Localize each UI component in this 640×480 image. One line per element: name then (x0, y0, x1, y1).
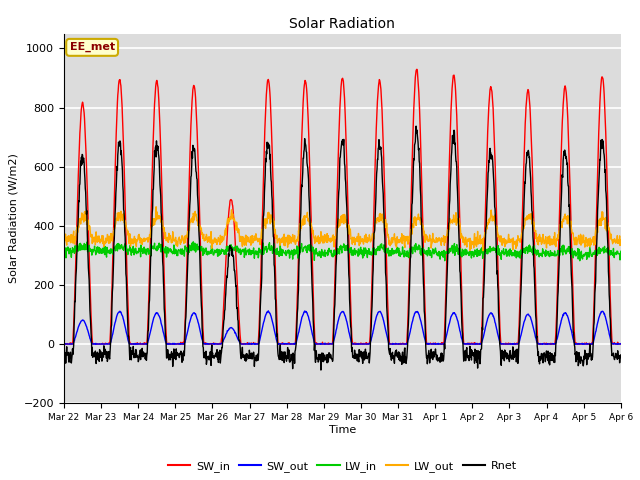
Legend: SW_in, SW_out, LW_in, LW_out, Rnet: SW_in, SW_out, LW_in, LW_out, Rnet (164, 457, 521, 477)
LW_in (189, 239, 197, 245)
LW_out (479, 248, 487, 253)
LW_out (502, 241, 510, 247)
Line: Rnet: Rnet (64, 126, 621, 370)
LW_out (184, 232, 192, 238)
LW_in (551, 252, 559, 258)
LW_in (246, 248, 254, 253)
SW_in (60, 341, 68, 347)
LW_out (552, 237, 559, 243)
SW_out (429, 341, 437, 347)
LW_out (429, 239, 437, 245)
LW_in (170, 250, 178, 255)
LW_out (617, 238, 625, 243)
SW_out (617, 341, 625, 347)
SW_out (502, 341, 510, 347)
SW_in (413, 66, 420, 72)
Rnet (502, 351, 510, 357)
LW_in (429, 248, 437, 253)
LW_out (152, 204, 160, 210)
SW_in (184, 227, 191, 232)
SW_in (246, 340, 254, 346)
Text: EE_met: EE_met (70, 42, 115, 52)
Rnet (552, 353, 559, 359)
Rnet (246, 355, 254, 360)
SW_out (184, 326, 192, 332)
Line: LW_in: LW_in (64, 242, 621, 261)
SW_out (264, 308, 272, 314)
Rnet (412, 123, 420, 129)
Rnet (60, 348, 68, 354)
Rnet (429, 353, 437, 359)
SW_in (429, 340, 437, 346)
LW_in (184, 245, 191, 251)
Rnet (317, 367, 324, 373)
SW_out (552, 341, 559, 347)
SW_out (246, 341, 254, 347)
X-axis label: Time: Time (329, 425, 356, 435)
SW_in (551, 339, 559, 345)
SW_out (171, 340, 179, 346)
LW_out (60, 244, 68, 250)
Rnet (184, 256, 191, 262)
LW_in (502, 246, 509, 252)
LW_out (246, 234, 254, 240)
LW_in (576, 258, 584, 264)
LW_out (171, 237, 179, 243)
SW_in (170, 341, 178, 347)
Y-axis label: Solar Radiation (W/m2): Solar Radiation (W/m2) (8, 154, 18, 283)
Rnet (617, 352, 625, 358)
Rnet (170, 353, 178, 359)
SW_in (502, 340, 509, 346)
Line: SW_out: SW_out (64, 311, 621, 344)
SW_in (617, 341, 625, 347)
LW_in (617, 249, 625, 254)
SW_out (61, 341, 68, 347)
Line: LW_out: LW_out (64, 207, 621, 251)
LW_in (60, 250, 68, 256)
SW_out (60, 341, 68, 347)
Title: Solar Radiation: Solar Radiation (289, 17, 396, 31)
Line: SW_in: SW_in (64, 69, 621, 344)
